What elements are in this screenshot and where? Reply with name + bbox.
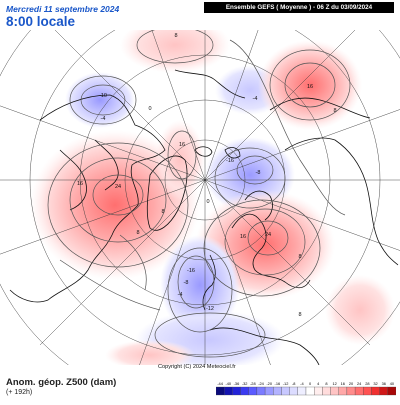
contour-label: 8 — [161, 209, 164, 215]
legend-swatch — [322, 386, 331, 396]
legend-swatch — [248, 386, 258, 396]
legend-value: -40 — [225, 381, 231, 386]
legend-swatch — [224, 386, 233, 396]
contour-label: 0 — [206, 199, 209, 205]
legend-swatch — [354, 386, 364, 396]
forecast-time: 8:00 locale — [6, 14, 76, 29]
legend-swatch — [256, 386, 266, 396]
legend-swatch — [330, 386, 339, 396]
color-legend: -44 -40 -36 -32 -28 -24 -20 -16 -12 -8 -4 0 4 8 12 16 20… — [215, 380, 397, 396]
legend-value: -4 — [300, 381, 304, 386]
contour-label: -16 — [187, 268, 195, 274]
legend-value: 40 — [390, 381, 395, 386]
contour-label: 24 — [115, 184, 121, 190]
legend-swatch — [363, 386, 372, 396]
legend-value: 32 — [373, 381, 377, 386]
field-title: Anom. géop. Z500 (dam) — [6, 377, 117, 388]
forecast-date: Mercredi 11 septembre 2024 — [6, 4, 120, 14]
copyright-text: Copyright (C) 2024 Meteociel.fr — [158, 364, 236, 370]
contour-lines — [47, 30, 351, 358]
legend-value: -28 — [250, 381, 256, 386]
contour-label: 0 — [148, 106, 151, 112]
contour-label: -8 — [256, 170, 261, 176]
contour-label: 8 — [298, 312, 301, 318]
contour-label: -4 — [101, 116, 106, 122]
legend-swatch — [240, 386, 249, 396]
legend-value: 24 — [357, 381, 362, 386]
contour-label: -12 — [206, 306, 214, 312]
legend-scale: -44 -40 -36 -32 -28 -24 -20 -16 -12 -8 -4 0 4 8 12 16 20… — [215, 381, 397, 396]
contour-label: 16 — [240, 234, 246, 240]
contour-label: -8 — [184, 280, 189, 286]
contour-labels: 8 -10 -4 24 16 8 16 8 0 0 -8 -16 -4 16 8… — [77, 33, 337, 318]
legend-value: -16 — [275, 381, 281, 386]
legend-swatch — [371, 386, 380, 396]
legend-swatch — [289, 386, 298, 396]
anomaly-shading — [30, 30, 395, 365]
legend-value: 4 — [317, 381, 320, 386]
contour-label: 8 — [298, 254, 301, 260]
legend-value: -20 — [266, 381, 272, 386]
legend-value: -36 — [234, 381, 240, 386]
contour-label: 8 — [136, 230, 139, 236]
legend-value: 8 — [325, 381, 327, 386]
legend-swatch — [346, 386, 356, 396]
legend-value: -8 — [292, 381, 295, 386]
contour-label: 8 — [174, 33, 177, 39]
contour-label: 16 — [307, 84, 313, 90]
contour-label: 16 — [77, 181, 83, 187]
contour-label: 16 — [179, 142, 185, 148]
legend-value: 0 — [309, 381, 312, 386]
legend-swatch — [264, 386, 274, 396]
legend-value: -44 — [217, 381, 223, 386]
legend-swatch — [297, 386, 307, 396]
legend-value: -12 — [283, 381, 289, 386]
forecast-hour: (+ 192h) — [6, 389, 33, 396]
legend-swatch — [281, 386, 290, 396]
legend-value: 28 — [365, 381, 369, 386]
legend-swatch — [305, 386, 315, 396]
legend-swatch — [379, 386, 388, 396]
legend-value: 16 — [341, 381, 345, 386]
legend-swatch — [215, 386, 225, 396]
legend-value: -24 — [258, 381, 264, 386]
legend-value: 12 — [332, 381, 336, 386]
legend-value: -32 — [242, 381, 248, 386]
contour-label: 8 — [333, 108, 336, 114]
legend-swatch — [314, 386, 323, 396]
contour-label: -16 — [226, 158, 234, 164]
contour-label: -10 — [99, 93, 107, 99]
legend-swatch — [387, 386, 397, 396]
legend-swatch — [338, 386, 348, 396]
contour-label: -4 — [253, 96, 258, 102]
legend-value: 20 — [349, 381, 354, 386]
legend-swatch — [273, 386, 282, 396]
contour-label: 24 — [265, 232, 271, 238]
legend-swatch — [232, 386, 241, 396]
contour-label: -4 — [178, 292, 183, 298]
legend-value: 36 — [382, 381, 386, 386]
model-info-banner: Ensemble GEFS ( Moyenne ) - 06 Z du 03/0… — [204, 2, 394, 13]
